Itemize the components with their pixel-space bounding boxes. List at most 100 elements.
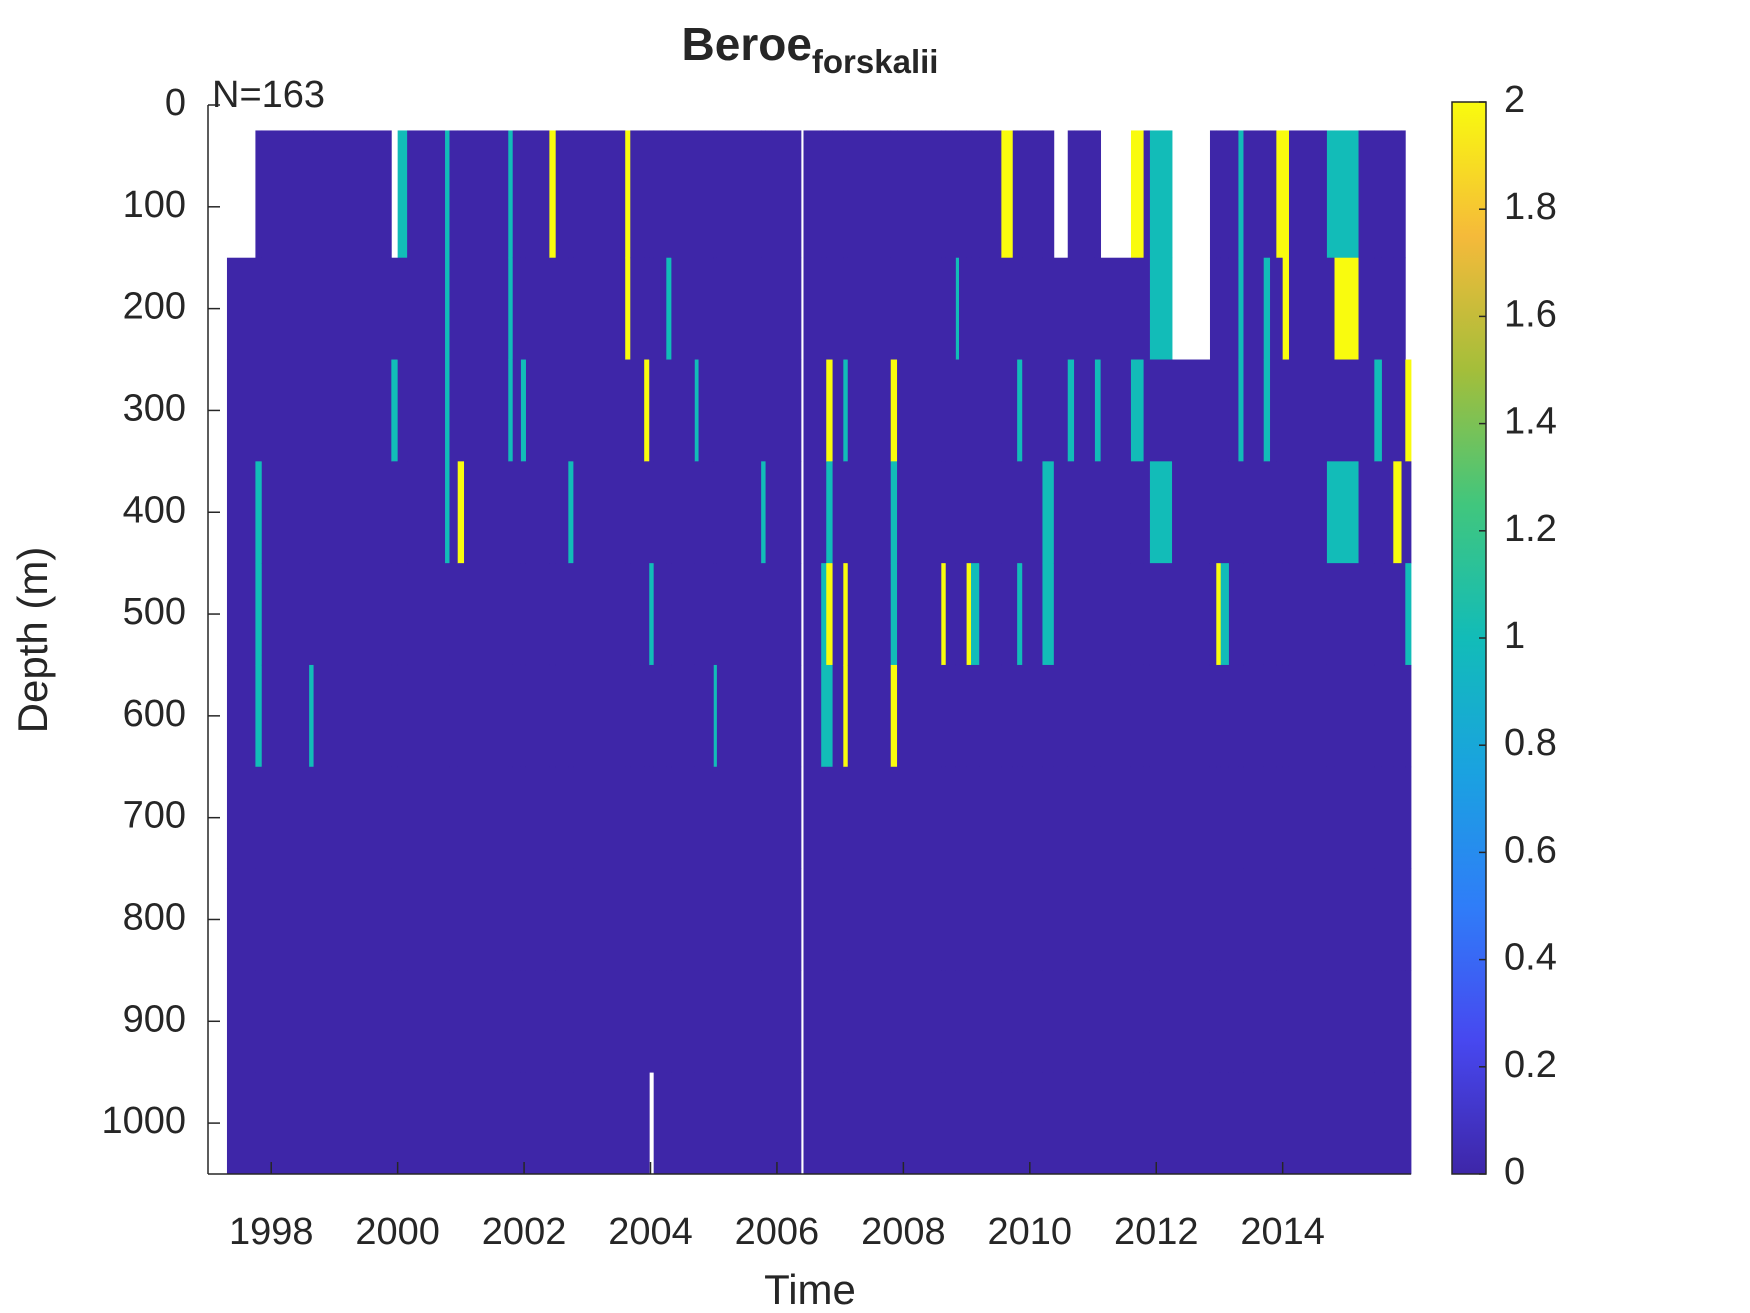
heatmap-cell (1270, 1072, 1277, 1175)
heatmap-cell (1149, 970, 1173, 1073)
heatmap-cell (671, 563, 696, 666)
heatmap-cell (1209, 664, 1217, 768)
heatmap-cell (1358, 257, 1375, 360)
heatmap-cell (1326, 664, 1335, 768)
heatmap-cell (1288, 563, 1328, 666)
heatmap-cell (821, 766, 827, 869)
heatmap-cell (464, 868, 509, 971)
heatmap-cell (959, 1072, 967, 1175)
heatmap-cell (1216, 461, 1222, 564)
heatmap-cell (649, 359, 655, 462)
heatmap-cell (313, 359, 392, 462)
heatmap-cell (309, 130, 314, 259)
heatmap-cell (1276, 563, 1284, 666)
heatmap-cell (959, 461, 967, 564)
heatmap-cell (1393, 130, 1402, 259)
heatmap-cell (1216, 130, 1222, 259)
heatmap-cell (765, 868, 802, 971)
heatmap-cell (525, 1072, 550, 1175)
heatmap-cell (407, 1072, 446, 1175)
heatmap-cell (397, 461, 408, 564)
heatmap-cell (1220, 766, 1230, 869)
heatmap-cell (971, 868, 980, 971)
heatmap-cell (1334, 257, 1359, 360)
heatmap-cell (653, 766, 667, 869)
heatmap-cell (832, 664, 844, 768)
heatmap-cell (1022, 359, 1043, 462)
heatmap-cell (843, 664, 849, 768)
heatmap-cell (1282, 461, 1290, 564)
heatmap-cell (1282, 563, 1290, 666)
heatmap-cell (765, 766, 802, 869)
heatmap-cell (313, 130, 392, 259)
heatmap-cell (391, 461, 399, 564)
heatmap-cell (1270, 766, 1277, 869)
y-tick-label: 0 (165, 82, 186, 124)
heatmap-cell (313, 868, 392, 971)
heatmap-cell (1017, 461, 1023, 564)
heatmap-cell (644, 766, 650, 869)
heatmap-cell (1074, 1072, 1096, 1175)
heatmap-cell (698, 664, 715, 768)
heatmap-cell (512, 766, 522, 869)
heatmap-cell (1172, 970, 1211, 1073)
heatmap-cell (1393, 563, 1402, 666)
heatmap-cell (1326, 868, 1335, 971)
heatmap-cell (1130, 664, 1144, 768)
heatmap-cell (832, 1072, 844, 1175)
heatmap-cell (1100, 1072, 1132, 1175)
heatmap-cell (407, 970, 446, 1073)
heatmap-cell (1022, 563, 1043, 666)
heatmap-cell (1100, 970, 1132, 1073)
heatmap-cell (573, 970, 626, 1073)
heatmap-cell (832, 130, 844, 259)
heatmap-cell (445, 1072, 450, 1175)
heatmap-cell (555, 130, 569, 259)
heatmap-cell (1100, 257, 1132, 360)
heatmap-cell (625, 130, 631, 259)
heatmap-cell (890, 563, 898, 666)
heatmap-cell (1022, 868, 1043, 971)
heatmap-cell (226, 970, 256, 1073)
heatmap-cell (971, 563, 980, 666)
y-tick-label: 500 (123, 591, 186, 633)
heatmap-cell (1358, 766, 1375, 869)
heatmap-cell (698, 1072, 715, 1175)
heatmap-cell (1243, 766, 1265, 869)
heatmap-cell (625, 868, 631, 971)
heatmap-cell (555, 664, 569, 768)
heatmap-cell (897, 130, 942, 259)
heatmap-cell (945, 766, 957, 869)
heatmap-cell (568, 766, 574, 869)
heatmap-cell (1100, 664, 1132, 768)
colorbar-tick-label: 0 (1504, 1151, 1525, 1193)
heatmap-cell (464, 766, 509, 869)
heatmap-cell (1243, 1072, 1265, 1175)
heatmap-cell (313, 970, 392, 1073)
heatmap-cell (1172, 359, 1211, 462)
heatmap-cell (1220, 1072, 1230, 1175)
heatmap-cell (765, 664, 802, 768)
heatmap-cell (397, 563, 408, 666)
heatmap-cell (1022, 461, 1043, 564)
heatmap-cell (457, 130, 465, 259)
heatmap-cell (666, 130, 672, 259)
heatmap-cell (1270, 868, 1277, 971)
heatmap-cell (1143, 868, 1151, 971)
heatmap-cell (525, 359, 550, 462)
heatmap-cell (694, 359, 699, 462)
heatmap-cell (955, 359, 960, 462)
heatmap-cell (1334, 1072, 1359, 1175)
heatmap-cell (1067, 130, 1075, 259)
heatmap-cell (1042, 664, 1055, 768)
heatmap-cell (397, 359, 408, 462)
heatmap-cell (309, 461, 314, 564)
heatmap-cell (1067, 868, 1075, 971)
heatmap-cell (1401, 868, 1406, 971)
heatmap-cell (959, 664, 967, 768)
heatmap-cell (457, 970, 465, 1073)
heatmap-cell (821, 868, 827, 971)
heatmap-cell (1405, 970, 1412, 1073)
heatmap-cell (1243, 461, 1265, 564)
heatmap-cell (1334, 766, 1359, 869)
